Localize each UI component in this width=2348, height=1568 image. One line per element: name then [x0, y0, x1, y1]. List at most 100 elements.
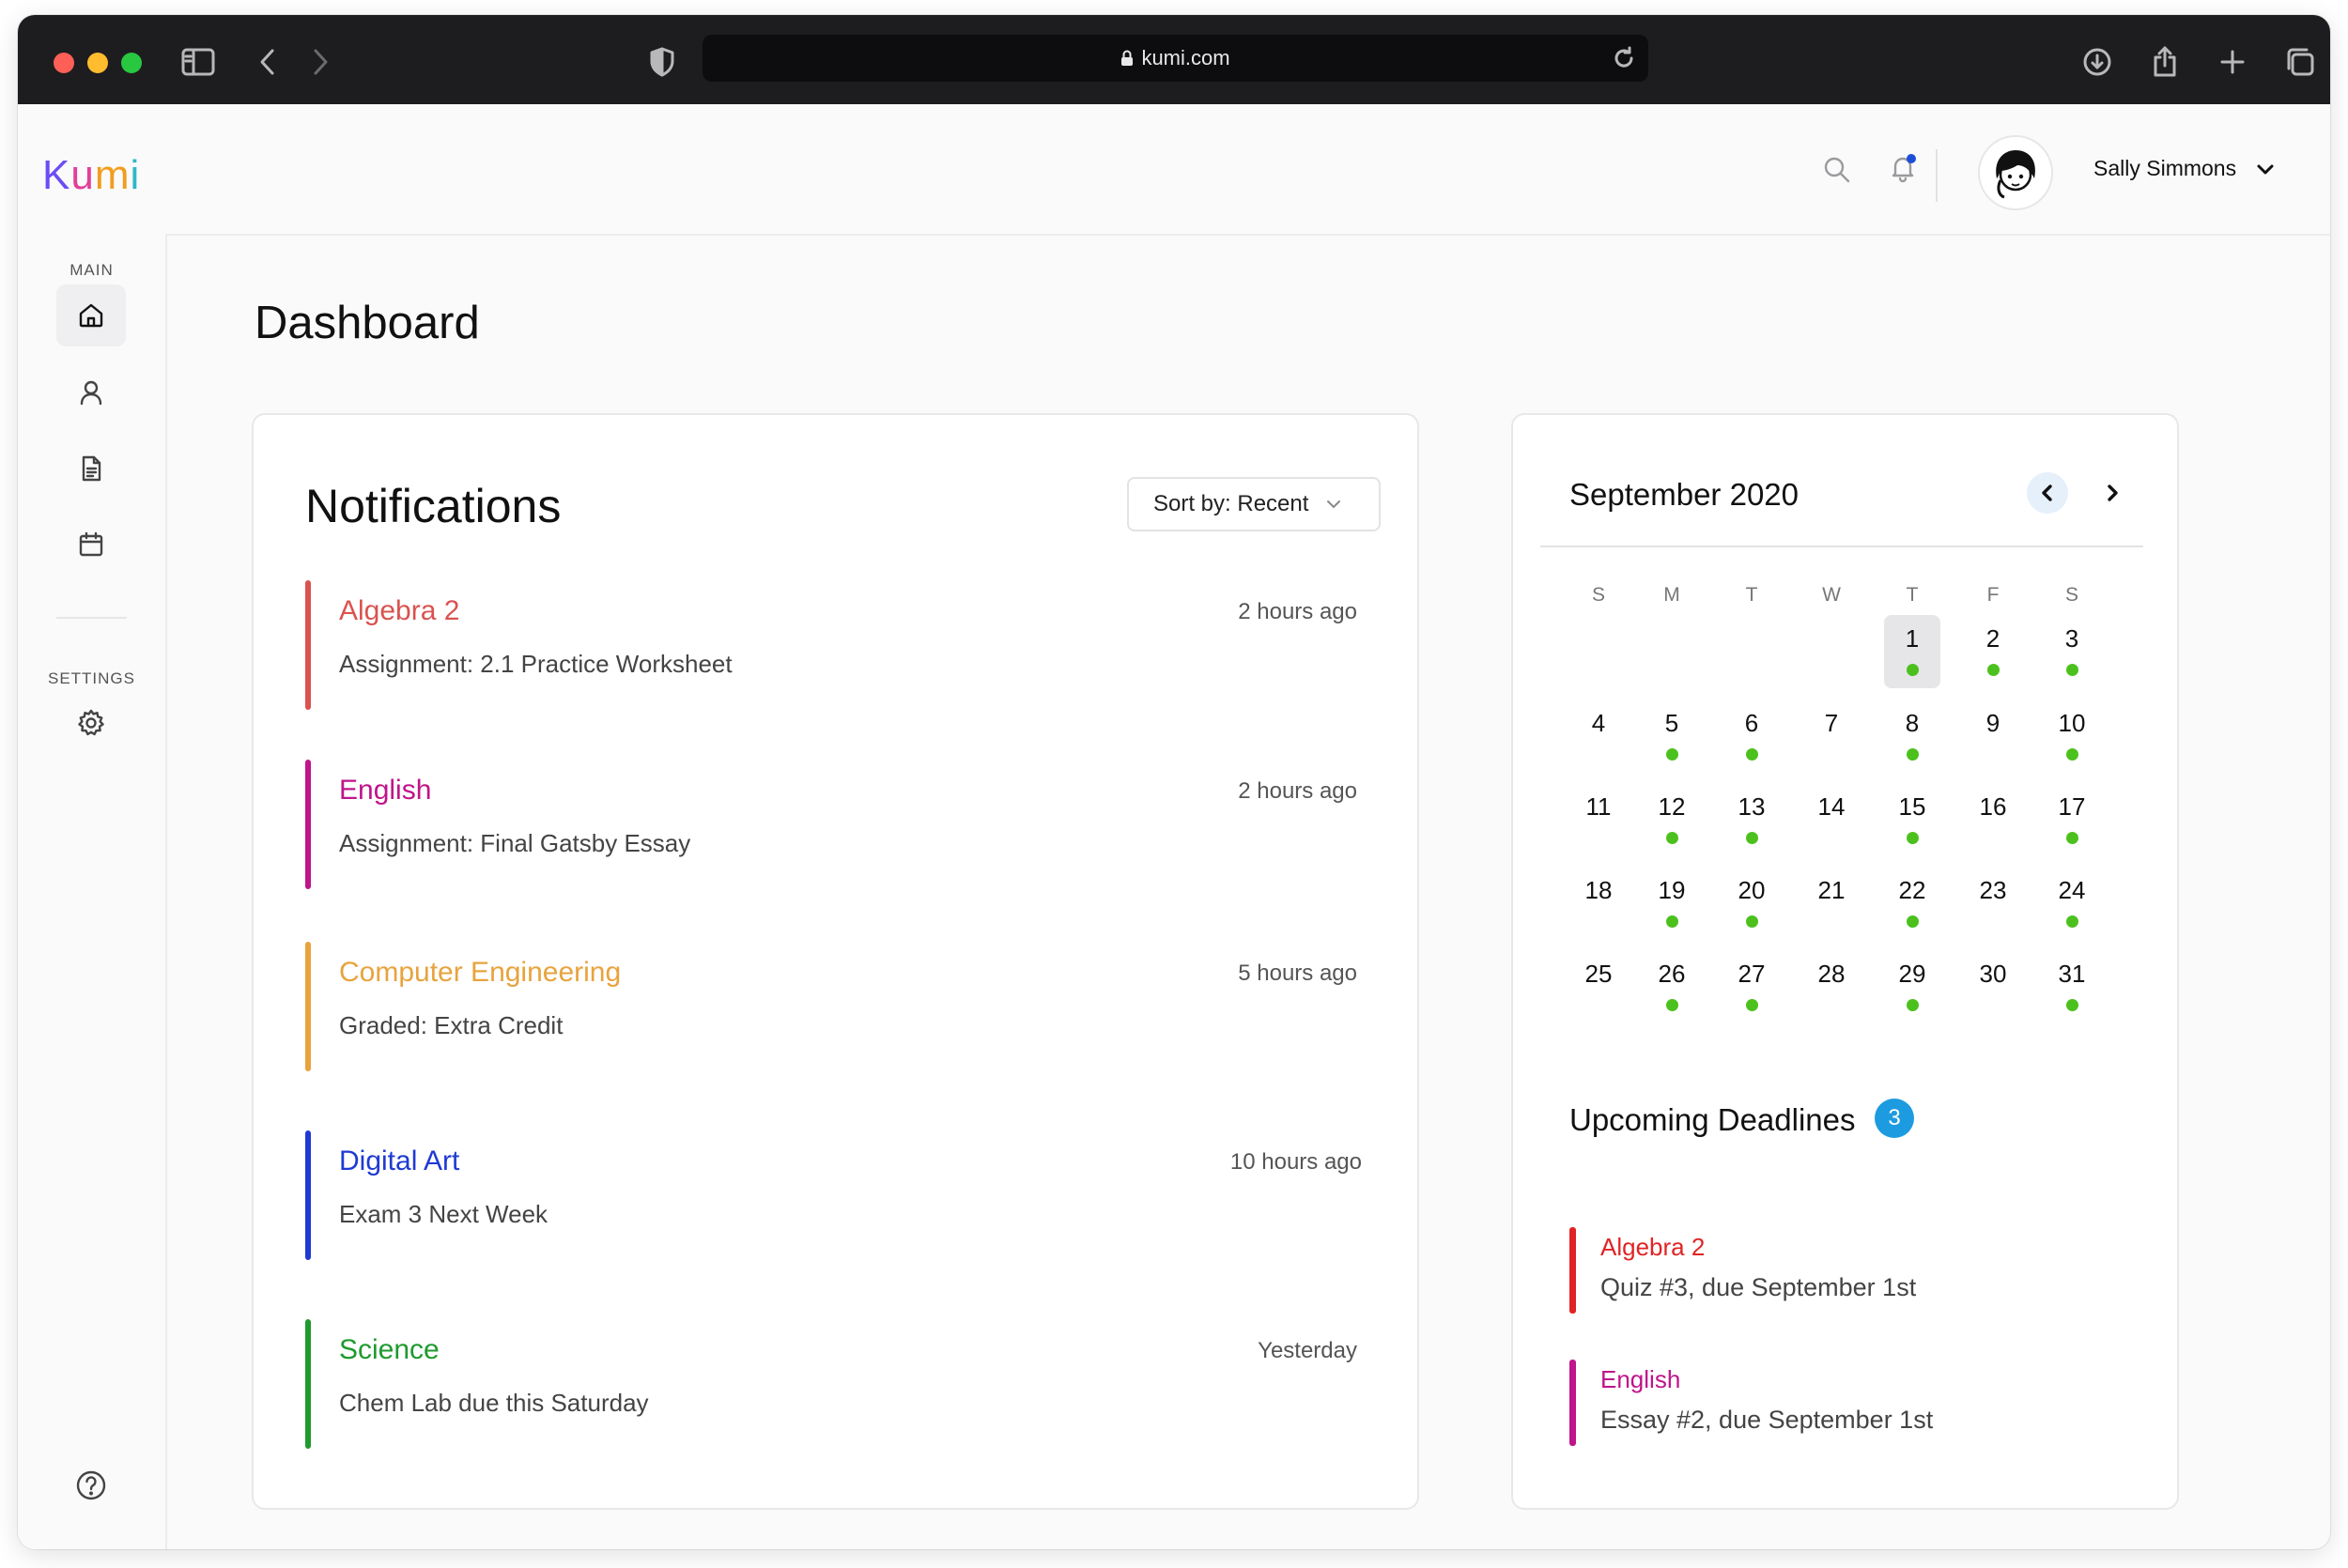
calendar-day[interactable]: 26: [1644, 950, 1700, 1023]
calendar-day[interactable]: 8: [1884, 699, 1940, 773]
sort-dropdown[interactable]: Sort by: Recent: [1127, 477, 1381, 531]
back-icon[interactable]: [247, 41, 288, 83]
notifications-button[interactable]: [1884, 149, 1922, 187]
calendar-day[interactable]: 11: [1570, 783, 1627, 856]
calendar-day[interactable]: 19: [1644, 867, 1700, 940]
chevron-right-icon: [2108, 484, 2118, 501]
close-window-button[interactable]: [54, 53, 74, 73]
weekday-label: T: [1745, 584, 1758, 606]
calendar-next-button[interactable]: [2092, 472, 2133, 514]
event-dot: [1666, 915, 1678, 928]
sidebar-item-settings[interactable]: [56, 692, 126, 754]
calendar-day[interactable]: 31: [2044, 950, 2100, 1023]
event-dot: [2066, 748, 2078, 761]
share-icon[interactable]: [2144, 41, 2186, 83]
home-icon: [79, 303, 103, 328]
help-button[interactable]: [56, 1454, 126, 1516]
sidebar-item-profile[interactable]: [56, 361, 126, 423]
calendar-day[interactable]: 24: [2044, 867, 2100, 940]
minimize-window-button[interactable]: [87, 53, 108, 73]
event-dot: [1666, 999, 1678, 1011]
calendar-day[interactable]: 14: [1803, 783, 1860, 856]
user-menu[interactable]: Sally Simmons: [2093, 156, 2275, 181]
calendar-day[interactable]: 20: [1723, 867, 1780, 940]
user-name: Sally Simmons: [2093, 156, 2237, 180]
calendar-day[interactable]: 27: [1723, 950, 1780, 1023]
sidebar-item-home[interactable]: [56, 284, 126, 346]
calendar-day[interactable]: 7: [1803, 699, 1860, 773]
calendar-day-number: 1: [1905, 624, 1920, 653]
calendar-day[interactable]: 5: [1644, 699, 1700, 773]
calendar-day[interactable]: 1: [1884, 615, 1940, 688]
calendar-day[interactable]: 28: [1803, 950, 1860, 1023]
weekday-label: T: [1906, 584, 1919, 606]
forward-icon[interactable]: [300, 41, 341, 83]
notification-time: 5 hours ago: [1238, 961, 1357, 986]
new-tab-icon[interactable]: [2212, 41, 2253, 83]
tab-overview-icon[interactable]: [2279, 41, 2321, 83]
weekday-label: M: [1663, 584, 1680, 606]
calendar-day[interactable]: 25: [1570, 950, 1627, 1023]
calendar-day[interactable]: 12: [1644, 783, 1700, 856]
reload-icon[interactable]: [1603, 38, 1645, 79]
maximize-window-button[interactable]: [121, 53, 142, 73]
calendar-day[interactable]: 13: [1723, 783, 1780, 856]
sidebar-settings-label: SETTINGS: [47, 669, 135, 687]
privacy-shield-icon[interactable]: [641, 41, 683, 83]
calendar-day[interactable]: 22: [1884, 867, 1940, 940]
calendar-prev-button[interactable]: [2027, 472, 2068, 514]
sidebar-item-documents[interactable]: [56, 438, 126, 500]
event-dot: [1907, 915, 1919, 928]
address-bar[interactable]: kumi.com: [703, 35, 1648, 82]
search-icon: [1824, 157, 1850, 183]
sort-label: Sort by: Recent: [1153, 491, 1309, 516]
calendar-day-number: 4: [1591, 709, 1606, 737]
sidebar-toggle-icon[interactable]: [178, 41, 219, 83]
notification-course[interactable]: Science: [339, 1334, 440, 1365]
deadline-item[interactable]: English Essay #2, due September 1st: [1569, 1360, 2095, 1446]
notification-time: 2 hours ago: [1238, 778, 1357, 804]
sidebar-item-calendar[interactable]: [56, 514, 126, 576]
deadline-text: Quiz #3, due September 1st: [1600, 1273, 1917, 1301]
lock-icon: [1121, 50, 1134, 66]
calendar-day-number: 8: [1905, 709, 1920, 737]
notification-color-bar: [305, 942, 311, 1071]
calendar-day[interactable]: 2: [1965, 615, 2021, 688]
notifications-title: Notifications: [305, 480, 562, 532]
calendar-day[interactable]: 30: [1965, 950, 2021, 1023]
calendar-day[interactable]: 29: [1884, 950, 1940, 1023]
notification-course[interactable]: Computer Engineering: [339, 957, 622, 988]
calendar-day[interactable]: 10: [2044, 699, 2100, 773]
calendar-day-number: 10: [2058, 709, 2086, 737]
calendar-day[interactable]: 15: [1884, 783, 1940, 856]
calendar-day[interactable]: 9: [1965, 699, 2021, 773]
search-button[interactable]: [1818, 151, 1856, 189]
notification-course[interactable]: Algebra 2: [339, 595, 460, 626]
calendar-day-number: 3: [2064, 624, 2079, 653]
calendar-day[interactable]: 16: [1965, 783, 2021, 856]
event-dot: [1746, 748, 1758, 761]
kumi-logo[interactable]: Kumi: [42, 152, 141, 198]
chevron-down-icon: [1327, 500, 1341, 509]
calendar-day-number: 12: [1658, 792, 1686, 821]
calendar-day[interactable]: 21: [1803, 867, 1860, 940]
calendar-day[interactable]: 23: [1965, 867, 2021, 940]
top-bar: Sally Simmons: [165, 104, 2330, 236]
deadline-item[interactable]: Algebra 2 Quiz #3, due September 1st: [1569, 1227, 2095, 1314]
avatar[interactable]: [1978, 135, 2053, 210]
upcoming-deadlines-title: Upcoming Deadlines: [1569, 1102, 1856, 1137]
calendar-day-number: 11: [1585, 792, 1612, 821]
calendar-day-number: 17: [2058, 792, 2086, 821]
notification-course[interactable]: Digital Art: [339, 1145, 460, 1176]
event-dot: [1907, 832, 1919, 844]
downloads-icon[interactable]: [2077, 41, 2118, 83]
calendar-day-number: 28: [1817, 960, 1846, 988]
calendar-day-number: 5: [1664, 709, 1679, 737]
calendar-day-number: 7: [1824, 709, 1839, 737]
notification-course[interactable]: English: [339, 775, 432, 806]
calendar-day[interactable]: 6: [1723, 699, 1780, 773]
calendar-day[interactable]: 4: [1570, 699, 1627, 773]
calendar-day[interactable]: 17: [2044, 783, 2100, 856]
calendar-day[interactable]: 18: [1570, 867, 1627, 940]
calendar-day[interactable]: 3: [2044, 615, 2100, 688]
